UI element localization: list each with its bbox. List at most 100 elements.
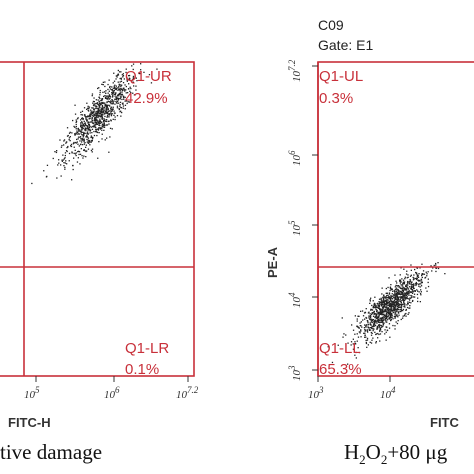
scatter-point — [96, 103, 99, 105]
scatter-point — [355, 351, 357, 354]
scatter-point — [110, 89, 113, 91]
scatter-point — [397, 299, 400, 301]
scatter-point — [406, 295, 408, 297]
scatter-point — [350, 341, 353, 343]
scatter-point — [100, 109, 102, 111]
scatter-point — [395, 311, 397, 313]
scatter-point — [389, 289, 391, 292]
scatter-point — [382, 316, 384, 318]
scatter-point — [111, 96, 114, 98]
scatter-point — [388, 292, 391, 294]
scatter-point — [404, 287, 406, 289]
scatter-point — [402, 286, 404, 288]
scatter-point — [127, 101, 129, 103]
scatter-point — [103, 95, 105, 98]
scatter-point — [377, 303, 379, 305]
scatter-point — [87, 133, 89, 135]
scatter-point — [402, 295, 404, 297]
scatter-point — [140, 63, 142, 65]
scatter-point — [411, 300, 414, 302]
scatter-point — [377, 304, 380, 307]
scatter-point — [416, 278, 418, 281]
scatter-point — [105, 111, 107, 113]
scatter-point — [80, 131, 82, 133]
scatter-point — [116, 87, 118, 90]
right-caption: H2O2+80 μg — [344, 440, 448, 467]
scatter-point — [66, 127, 69, 129]
scatter-point — [101, 108, 103, 110]
scatter-point — [360, 330, 362, 332]
scatter-point — [327, 346, 329, 348]
scatter-point — [100, 103, 102, 106]
scatter-point — [82, 157, 84, 159]
scatter-point — [431, 270, 433, 272]
scatter-point — [409, 283, 411, 285]
scatter-point — [109, 113, 111, 115]
scatter-point — [110, 119, 112, 121]
scatter-point — [410, 288, 412, 290]
scatter-point — [81, 144, 84, 146]
scatter-point — [381, 303, 383, 305]
scatter-point — [386, 310, 388, 312]
scatter-point — [81, 117, 83, 119]
scatter-point — [356, 320, 358, 322]
scatter-point — [391, 288, 393, 290]
right-panel: C09 Gate: E1 Q1-UL 0.3% Q1-LL 65.3% 107.… — [265, 17, 474, 467]
scatter-point — [86, 118, 88, 121]
scatter-point — [104, 96, 107, 99]
scatter-point — [371, 320, 374, 322]
scatter-point — [119, 104, 121, 106]
scatter-point — [99, 107, 101, 109]
scatter-point — [86, 125, 89, 127]
scatter-point — [397, 308, 400, 311]
scatter-point — [113, 112, 116, 114]
scatter-point — [395, 306, 397, 308]
scatter-point — [124, 90, 126, 92]
scatter-point — [108, 120, 110, 122]
scatter-point — [95, 106, 97, 108]
scatter-point — [380, 325, 383, 327]
scatter-point — [357, 347, 359, 349]
scatter-point — [394, 274, 396, 276]
scatter-point — [130, 92, 132, 94]
scatter-point — [392, 311, 394, 314]
scatter-point — [382, 311, 385, 313]
scatter-point — [412, 286, 414, 288]
right-y-tick-marks — [312, 65, 318, 371]
scatter-point — [367, 322, 369, 324]
scatter-point — [103, 107, 105, 109]
scatter-point — [117, 69, 119, 72]
scatter-point — [369, 341, 371, 343]
scatter-point — [105, 107, 107, 109]
scatter-point — [373, 302, 376, 305]
scatter-point — [404, 276, 406, 278]
scatter-point — [381, 309, 383, 311]
scatter-point — [421, 274, 423, 277]
scatter-point — [401, 278, 403, 280]
scatter-point — [399, 290, 401, 293]
scatter-point — [404, 296, 406, 298]
scatter-point — [113, 91, 115, 94]
scatter-point — [395, 304, 397, 306]
scatter-point — [356, 325, 358, 327]
scatter-point — [90, 141, 92, 143]
scatter-point — [385, 312, 388, 314]
scatter-point — [63, 144, 65, 146]
scatter-point — [60, 175, 62, 177]
scatter-point — [121, 91, 123, 93]
scatter-point — [404, 289, 406, 291]
scatter-point — [100, 114, 102, 116]
scatter-point — [100, 115, 102, 117]
scatter-point — [367, 327, 369, 329]
scatter-point — [86, 125, 88, 127]
scatter-point — [371, 325, 373, 327]
scatter-point — [112, 82, 114, 84]
scatter-point — [392, 306, 395, 308]
scatter-point — [393, 290, 396, 292]
scatter-point — [82, 124, 85, 126]
scatter-point — [386, 307, 388, 309]
scatter-point — [376, 309, 378, 311]
scatter-point — [405, 288, 408, 290]
scatter-point — [373, 304, 375, 306]
scatter-point — [375, 317, 378, 319]
